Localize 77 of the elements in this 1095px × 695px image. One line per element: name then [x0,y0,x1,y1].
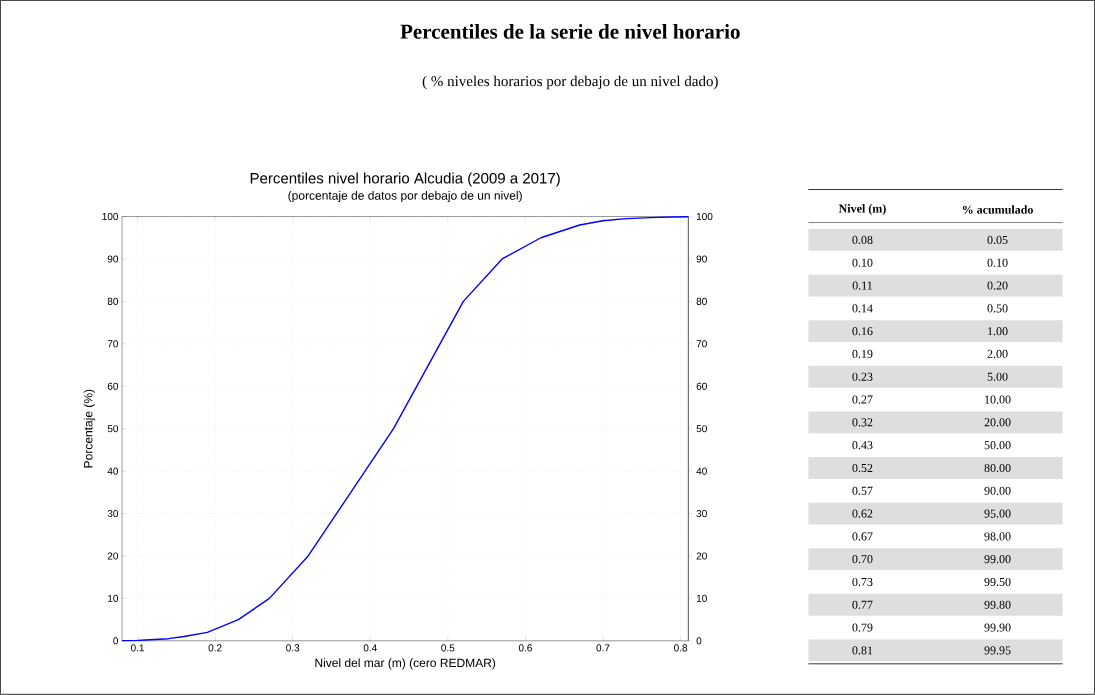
line-series [121,216,690,642]
text: 0.19 [852,349,873,359]
y-axis-title: Porcentaje (%) [83,389,95,468]
y-tick-label: 0 [113,637,119,645]
x-tick-label: 0.6 [518,644,532,652]
y2-tick-label: 100 [696,213,713,221]
text: 0.81 [852,646,873,655]
text: 0.32 [852,418,873,427]
text: 0.79 [852,623,873,632]
chart-title: Percentiles de la serie de nivel horario [400,24,740,39]
text: 95.00 [984,509,1011,518]
text: % acumulado [962,205,1033,214]
text: Nivel (m) [838,204,886,216]
text: 0.57 [852,486,873,496]
x-axis-title: Nivel del mar (m) (cero REDMAR) [315,658,496,670]
text: (porcentaje de datos por debajo de un nivel) [288,191,522,203]
text: 99.50 [984,578,1011,587]
y2-tick-label: 70 [696,340,707,348]
text: 0.14 [852,304,873,313]
text: 0.16 [852,327,873,336]
x-tick-label: 0.2 [208,644,222,652]
y2-tick-label: 50 [696,425,707,433]
x-tick-label: 0.5 [441,644,455,652]
text: 90.00 [984,486,1011,496]
x-tick-label: 0.8 [674,644,688,652]
text: 0.70 [852,555,873,564]
x-tick-label: 0.4 [363,644,377,652]
text: 80.00 [984,464,1011,473]
x-tick-label: 0.7 [596,644,610,652]
text: 50.00 [984,441,1011,450]
y2-tick-label: 10 [696,594,707,603]
y2-tick-label: 30 [696,510,707,518]
text: 0.43 [852,441,873,450]
text: 1.00 [988,327,1008,336]
y-tick-label: 30 [107,510,119,518]
y-tick-label: 80 [107,297,119,306]
y2-tick-label: 20 [696,552,707,560]
y-tick-label: 50 [107,425,119,433]
text: 0.10 [852,258,873,267]
text: 0.62 [852,509,873,518]
text: 2.00 [987,349,1008,359]
text: 99.90 [984,623,1011,632]
chart-subtitle: ( % niveles horarios por debajo de un nivel dado) [422,75,718,90]
text: 0.50 [987,304,1008,313]
text: 98.00 [984,532,1011,541]
text: 0.10 [987,258,1008,267]
text: 99.95 [984,646,1011,655]
y2-tick-label: 0 [696,637,702,645]
text: 20.00 [984,418,1011,427]
text: 99.00 [984,555,1011,564]
text: 0.52 [852,464,873,473]
y-tick-label: 90 [107,255,119,263]
text: 0.73 [852,578,873,587]
y2-tick-label: 60 [696,382,707,390]
text: 99.80 [984,600,1011,609]
text: 5.00 [987,372,1008,381]
y-tick-label: 70 [107,340,119,348]
text: 0.05 [987,235,1008,245]
text: 0.08 [852,235,873,245]
y2-tick-label: 90 [696,255,707,263]
text: 10.00 [985,395,1011,404]
y-tick-label: 100 [102,213,119,221]
y-tick-label: 60 [107,382,119,390]
text: Percentiles nivel horario Alcudia (2009 a 2017) [250,172,560,187]
y-tick-label: 20 [107,552,119,560]
y2-tick-label: 40 [696,467,707,475]
text: 0.77 [852,600,873,609]
text: 0.20 [987,281,1008,290]
y-tick-label: 40 [107,467,119,475]
y-tick-label: 10 [108,594,119,603]
text: 0.23 [852,372,873,381]
y2-tick-label: 80 [696,297,707,306]
text: 0.67 [852,532,873,541]
x-tick-label: 0.3 [286,644,300,652]
text: 0.11 [852,281,873,290]
x-tick-label: 0.1 [130,644,144,652]
text: 0.27 [852,395,873,404]
